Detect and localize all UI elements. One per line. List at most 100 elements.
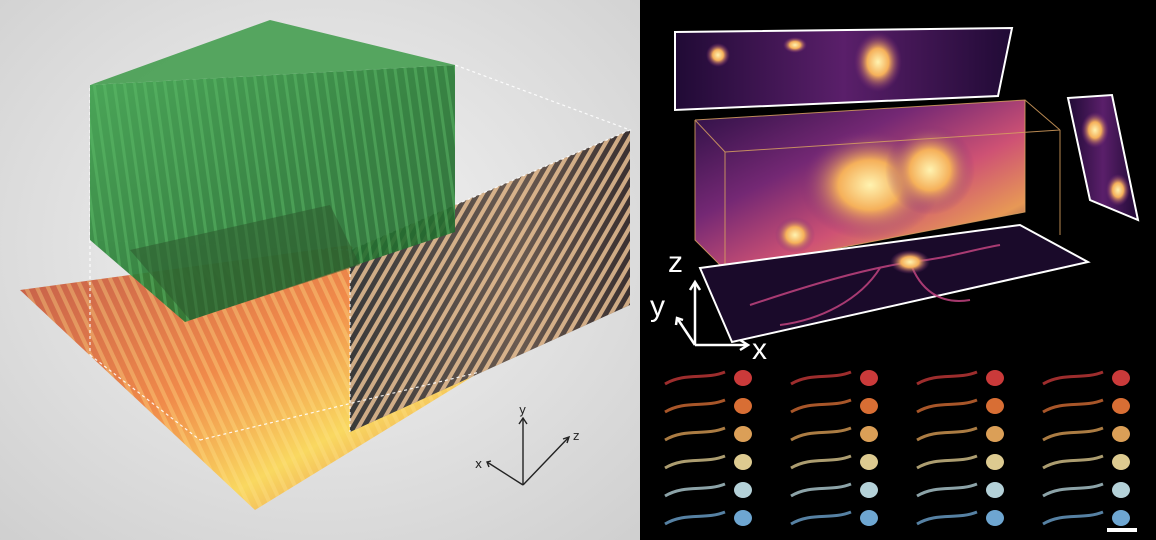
montage-cell-process [790, 426, 852, 442]
montage-cell-body [986, 482, 1004, 498]
montage-cell-process [790, 370, 852, 386]
left-axes-gizmo [486, 416, 571, 486]
montage-cell-body [1112, 454, 1130, 470]
montage-cell-process [664, 426, 726, 442]
montage-cell-body [986, 454, 1004, 470]
volume-hotspot-3 [775, 217, 815, 253]
montage-tile [916, 510, 1004, 526]
montage-tile [790, 482, 878, 498]
montage-cell-process [790, 454, 852, 470]
montage-cell-body [734, 482, 752, 498]
montage-tile [916, 482, 1004, 498]
montage-cell-body [986, 510, 1004, 526]
left-axis-y-label: y [519, 403, 526, 417]
montage-cell-body [860, 370, 878, 386]
montage-tile [790, 454, 878, 470]
right-microscopy-svg: z y x [640, 0, 1156, 540]
montage-tile [790, 510, 878, 526]
montage-cell-body [986, 370, 1004, 386]
montage-tile [916, 454, 1004, 470]
montage-cell-body [860, 454, 878, 470]
montage-cell-process [664, 454, 726, 470]
montage-tile [790, 426, 878, 442]
yz-hotspot-2 [1106, 174, 1130, 206]
montage-tile [1042, 370, 1130, 386]
xz-hotspot-3 [854, 32, 902, 92]
montage-cell-process [664, 510, 726, 526]
zy-wall-stripes [350, 130, 630, 432]
montage-cell-body [860, 426, 878, 442]
montage-tile [1042, 426, 1130, 442]
right-y-axis-line [675, 317, 697, 346]
green-volume-top [90, 20, 455, 85]
montage-cell-body [986, 426, 1004, 442]
xz-hotspot-2 [783, 37, 807, 53]
x-axis-line [486, 461, 524, 486]
montage-tile [664, 510, 752, 526]
montage-cell-body [1112, 426, 1130, 442]
montage-cell-body [1112, 370, 1130, 386]
volume-box-outline [694, 99, 1061, 271]
montage-cell-process [790, 482, 852, 498]
right-axis-z-label: z [668, 246, 683, 279]
montage-cell-process [916, 482, 978, 498]
volume-hotspot-2 [885, 125, 975, 215]
montage-cell-body [734, 426, 752, 442]
montage-cell-body [734, 370, 752, 386]
montage-tile [664, 454, 752, 470]
montage-cell-process [916, 510, 978, 526]
right-microscopy-panel: z y x [640, 0, 1156, 540]
xy-projection [698, 223, 1091, 344]
montage-cell-process [916, 398, 978, 414]
montage-cell-process [916, 370, 978, 386]
montage-tile [916, 370, 1004, 386]
montage-cell-body [986, 398, 1004, 414]
montage-cell-process [1042, 454, 1104, 470]
montage-cell-body [734, 510, 752, 526]
right-axes-gizmo [674, 279, 751, 352]
left-3d-illustration: y x z [0, 0, 640, 540]
montage-tile [664, 482, 752, 498]
z-axis-line [522, 436, 570, 486]
montage-tile [916, 426, 1004, 442]
left-axis-x-label: x [475, 457, 482, 471]
montage-tile [664, 370, 752, 386]
montage-cell-process [664, 398, 726, 414]
montage-cell-process [916, 454, 978, 470]
montage-cell-body [1112, 482, 1130, 498]
montage-cell-body [860, 510, 878, 526]
left-axis-z-label: z [573, 429, 579, 443]
montage-tile [1042, 482, 1130, 498]
montage-cell-process [1042, 398, 1104, 414]
xz-hotspot-1 [706, 43, 730, 67]
xz-projection [674, 26, 1014, 112]
montage-tile [790, 370, 878, 386]
yz-hotspot-1 [1081, 112, 1109, 148]
timelapse-montage [664, 370, 1130, 526]
scale-bar [1107, 528, 1137, 532]
montage-tile [790, 398, 878, 414]
montage-cell-process [1042, 510, 1104, 526]
montage-cell-body [734, 398, 752, 414]
montage-cell-process [790, 398, 852, 414]
right-axis-y-label: y [650, 290, 665, 323]
montage-cell-body [860, 398, 878, 414]
montage-cell-process [916, 426, 978, 442]
montage-tile [1042, 510, 1130, 526]
montage-tile [664, 426, 752, 442]
slice-plane [130, 205, 360, 320]
montage-tile [664, 398, 752, 414]
montage-cell-process [664, 482, 726, 498]
montage-cell-body [734, 454, 752, 470]
montage-cell-process [1042, 370, 1104, 386]
montage-cell-process [1042, 482, 1104, 498]
montage-tile [1042, 454, 1130, 470]
montage-cell-process [1042, 426, 1104, 442]
montage-cell-body [860, 482, 878, 498]
montage-cell-process [790, 510, 852, 526]
montage-cell-process [664, 370, 726, 386]
montage-tile [1042, 398, 1130, 414]
montage-cell-body [1112, 510, 1130, 526]
xy-hotspot [890, 250, 930, 274]
